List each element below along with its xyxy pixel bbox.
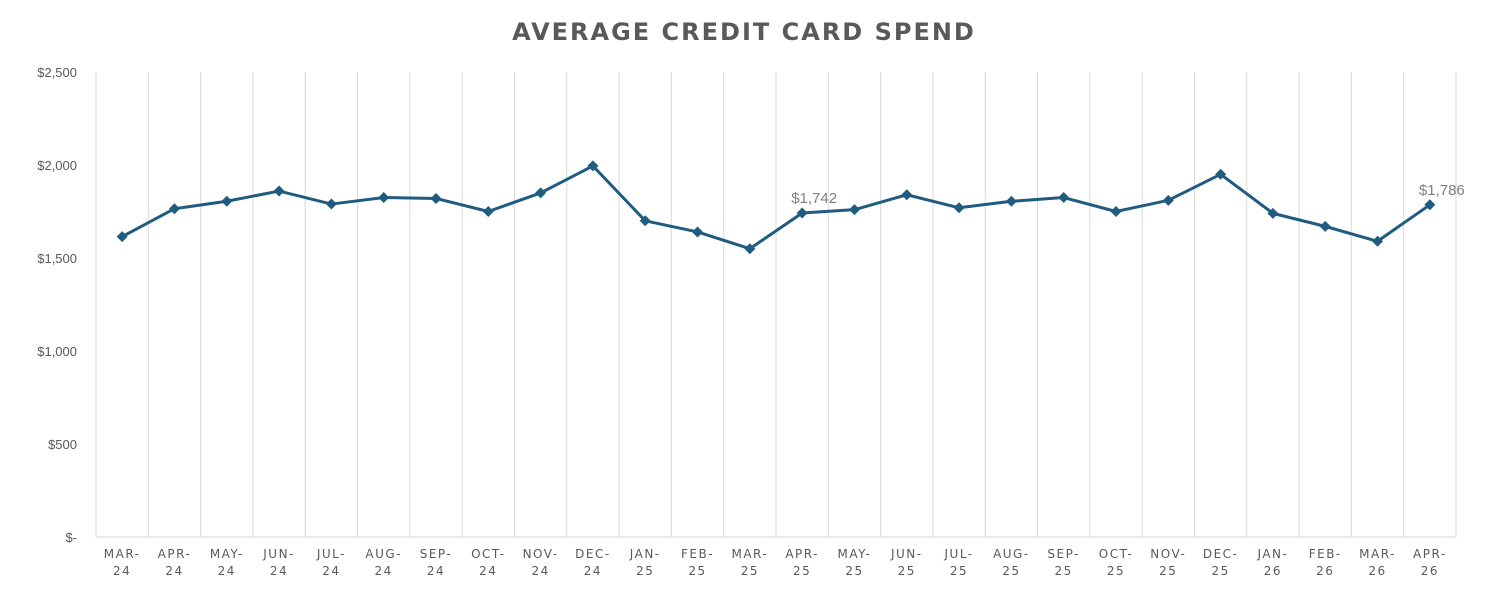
x-tick-label: SEP-25 xyxy=(1047,547,1080,578)
data-point-marker xyxy=(953,202,965,214)
data-point-marker xyxy=(1110,206,1122,217)
data-point-marker xyxy=(1319,220,1331,232)
data-label: $1,786 xyxy=(1419,182,1465,199)
data-point-marker xyxy=(639,215,651,227)
x-tick-label: JUL-24 xyxy=(316,547,346,578)
data-point-marker xyxy=(1372,235,1384,247)
x-tick-label: JUN-25 xyxy=(890,547,923,578)
x-tick-label: JAN-26 xyxy=(1257,547,1289,578)
x-tick-label: APR-26 xyxy=(1413,547,1447,578)
x-tick-label: AUG-25 xyxy=(993,547,1030,578)
x-tick-label: DEC-24 xyxy=(575,547,611,578)
x-axis-labels: MAR-24 APR-24 MAY-24 JUN-24 JUL-24 AUG-24 SEP-… xyxy=(104,547,1447,578)
x-tick-label: NOV-25 xyxy=(1150,547,1186,578)
data-point-marker xyxy=(744,243,756,255)
x-tick-label: MAR-24 xyxy=(104,547,141,578)
data-point-marker xyxy=(848,204,860,216)
y-tick-label: $2,000 xyxy=(37,158,77,173)
x-tick-label: SEP-24 xyxy=(420,547,453,578)
data-point-marker xyxy=(273,185,285,197)
data-point-marker xyxy=(116,231,128,243)
data-point-marker xyxy=(168,203,180,215)
x-tick-label: MAY-25 xyxy=(838,547,872,578)
data-point-marker xyxy=(1215,168,1227,180)
data-label: $1,742 xyxy=(791,190,837,207)
series-line xyxy=(121,164,1431,251)
data-point-marker xyxy=(1058,192,1070,204)
grid-layer xyxy=(95,72,1457,537)
y-tick-label: $500 xyxy=(48,437,77,452)
data-point-marker xyxy=(587,160,599,172)
x-tick-label: FEB-26 xyxy=(1309,547,1342,578)
data-point-marker xyxy=(1162,194,1174,206)
data-point-marker xyxy=(1424,199,1436,211)
data-point-marker xyxy=(692,226,704,238)
data-point-marker xyxy=(378,192,390,204)
x-tick-label: MAY-24 xyxy=(210,547,244,578)
data-point-marker xyxy=(482,206,494,217)
data-point-marker xyxy=(221,195,233,207)
y-tick-label: $2,500 xyxy=(37,65,77,80)
x-tick-label: OCT-24 xyxy=(471,547,505,578)
y-tick-label: $1,000 xyxy=(37,344,77,359)
y-axis-labels: $- $500 $1,000 $1,500 $2,000 $2,500 xyxy=(37,65,77,545)
x-tick-label: MAR-25 xyxy=(731,547,768,578)
x-tick-label: FEB-25 xyxy=(681,547,714,578)
series-layer xyxy=(116,160,1436,255)
x-tick-label: JAN-25 xyxy=(629,547,661,578)
data-point-marker xyxy=(901,189,913,201)
data-point-marker xyxy=(1005,195,1017,207)
y-tick-label: $- xyxy=(65,530,77,545)
data-point-marker xyxy=(796,207,808,219)
x-tick-label: JUL-25 xyxy=(944,547,974,578)
x-tick-label: OCT-25 xyxy=(1099,547,1133,578)
x-tick-label: MAR-26 xyxy=(1359,547,1396,578)
x-tick-label: APR-24 xyxy=(158,547,192,578)
data-point-marker xyxy=(1267,207,1279,219)
y-tick-label: $1,500 xyxy=(37,251,77,266)
data-point-marker xyxy=(325,198,337,210)
x-tick-label: JUN-24 xyxy=(262,547,295,578)
x-tick-label: NOV-24 xyxy=(523,547,559,578)
x-tick-label: AUG-24 xyxy=(365,547,402,578)
x-tick-label: DEC-25 xyxy=(1203,547,1239,578)
data-labels: $1,742 $1,786 xyxy=(791,182,1465,207)
data-point-marker xyxy=(430,192,442,204)
data-point-marker xyxy=(535,187,547,199)
chart-title: AVERAGE CREDIT CARD SPEND xyxy=(512,18,976,46)
x-tick-label: APR-25 xyxy=(785,547,819,578)
